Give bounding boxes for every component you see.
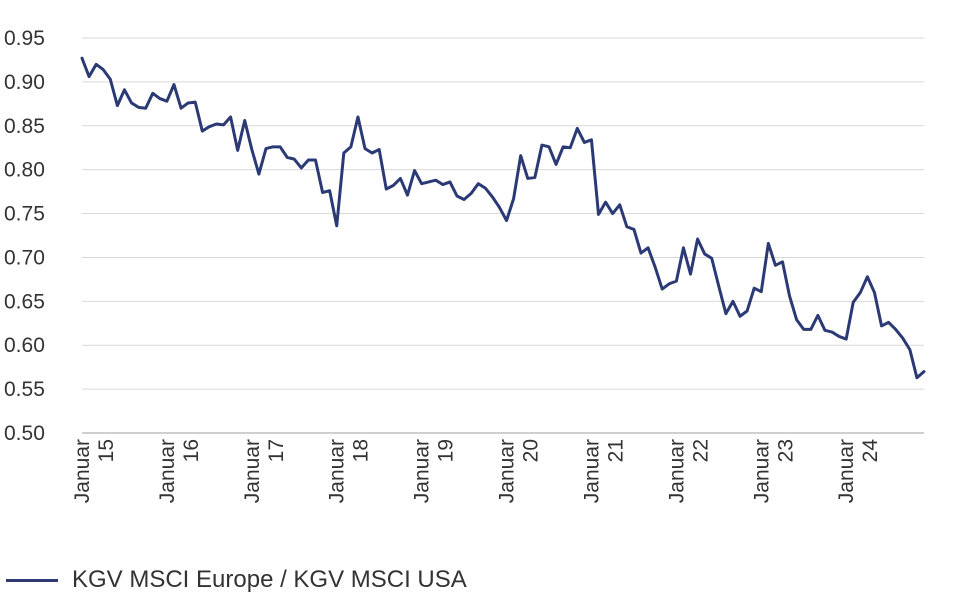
- x-tick-label: Januar 20: [496, 439, 543, 503]
- legend: KGV MSCI Europe / KGV MSCI USA: [6, 560, 467, 600]
- x-tick-label: Januar 22: [665, 439, 712, 503]
- y-tick-label: 0.50: [4, 422, 45, 445]
- series-line-kgv-ratio: [80, 56, 926, 380]
- x-tick-label: Januar 19: [411, 439, 458, 503]
- x-tick-label: Januar 16: [156, 439, 203, 503]
- x-tick-year: 21: [604, 439, 627, 462]
- legend-label: KGV MSCI Europe / KGV MSCI USA: [72, 566, 467, 593]
- x-axis-ticks: Januar 15 Januar 16 Januar 17 Januar 18 Januar 19…: [71, 439, 882, 504]
- x-tick-year: 15: [95, 439, 118, 462]
- x-tick-month: Januar: [665, 439, 688, 503]
- x-tick-month: Januar: [156, 439, 179, 503]
- line-chart: 0.95 0.90 0.85 0.80 0.75 0.70 0.65 0.60 0.55 0.50…: [4, 27, 926, 504]
- y-tick-label: 0.90: [4, 71, 45, 94]
- legend-swatch: [6, 578, 58, 582]
- x-tick-year: 23: [774, 439, 797, 462]
- y-tick-label: 0.55: [4, 378, 45, 401]
- y-tick-label: 0.80: [4, 159, 45, 182]
- x-tick-year: 19: [435, 439, 458, 462]
- y-tick-label: 0.95: [4, 27, 45, 50]
- x-tick-month: Januar: [71, 439, 94, 503]
- x-tick-month: Januar: [835, 439, 858, 503]
- y-tick-label: 0.60: [4, 334, 45, 357]
- x-tick-month: Januar: [750, 439, 773, 503]
- x-tick-year: 22: [689, 439, 712, 462]
- y-tick-label: 0.65: [4, 290, 45, 313]
- x-tick-month: Januar: [241, 439, 264, 503]
- x-tick-label: Januar 17: [241, 439, 288, 503]
- x-tick-year: 18: [350, 439, 373, 462]
- x-tick-label: Januar 18: [326, 439, 373, 503]
- x-tick-label: Januar 21: [580, 439, 627, 503]
- x-tick-month: Januar: [411, 439, 434, 503]
- x-tick-label: Januar 23: [750, 439, 797, 503]
- y-tick-label: 0.75: [4, 203, 45, 226]
- x-tick-month: Januar: [326, 439, 349, 503]
- y-axis-ticks: 0.95 0.90 0.85 0.80 0.75 0.70 0.65 0.60 0.55 0.50: [4, 27, 45, 445]
- x-tick-month: Januar: [580, 439, 603, 503]
- x-tick-year: 17: [265, 439, 288, 462]
- x-tick-year: 24: [859, 439, 882, 463]
- x-tick-month: Januar: [496, 439, 519, 503]
- x-tick-label: Januar 24: [835, 439, 882, 504]
- x-tick-label: Januar 15: [71, 439, 118, 503]
- y-tick-label: 0.85: [4, 115, 45, 138]
- y-tick-label: 0.70: [4, 246, 45, 269]
- x-tick-year: 16: [180, 439, 203, 462]
- x-tick-year: 20: [520, 439, 543, 462]
